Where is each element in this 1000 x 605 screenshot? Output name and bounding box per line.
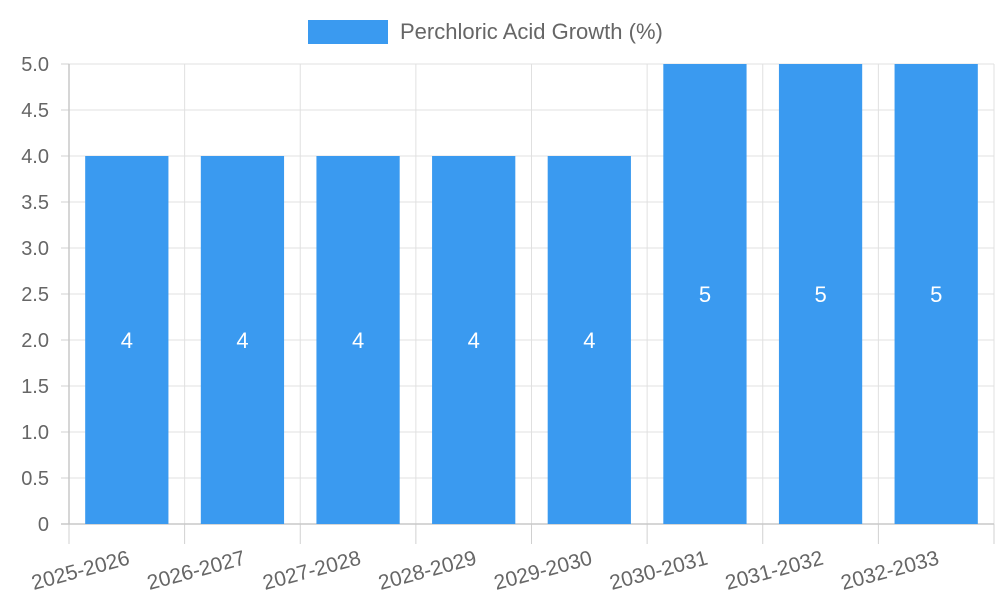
y-tick-label: 2.0: [21, 330, 49, 352]
x-tick-label: 2025-2026: [29, 547, 132, 595]
legend-swatch[interactable]: [308, 20, 388, 44]
x-tick-label: 2031-2032: [723, 547, 826, 595]
bar-value-label: 4: [468, 328, 480, 353]
bar-value-label: 4: [236, 328, 248, 353]
bar-value-label: 4: [352, 328, 364, 353]
bar[interactable]: [432, 156, 516, 524]
bar-value-label: 5: [814, 282, 826, 307]
y-tick-label: 1.0: [21, 422, 49, 444]
x-tick-label: 2028-2029: [376, 547, 479, 595]
y-tick-label: 3.5: [21, 192, 49, 214]
bar[interactable]: [85, 156, 169, 524]
bar[interactable]: [316, 156, 400, 524]
bar-value-label: 4: [583, 328, 595, 353]
bar-value-label: 5: [930, 282, 942, 307]
bars: [85, 64, 978, 524]
bar-value-label: 4: [121, 328, 133, 353]
y-tick-label: 4.0: [21, 146, 49, 168]
x-tick-label: 2029-2030: [492, 547, 595, 595]
y-tick-label: 2.5: [21, 284, 49, 306]
y-tick-label: 4.5: [21, 100, 49, 122]
bar[interactable]: [547, 156, 631, 524]
legend-label[interactable]: Perchloric Acid Growth (%): [400, 19, 663, 44]
y-tick-label: 0: [38, 514, 49, 536]
data-labels: 4 4 4 4 4 5 5 5: [121, 282, 943, 353]
bar[interactable]: [778, 64, 863, 524]
y-tick-label: 0.5: [21, 468, 49, 490]
bar[interactable]: [663, 64, 747, 524]
x-tick-label: 2032-2033: [839, 547, 942, 595]
bar[interactable]: [200, 156, 285, 524]
bar[interactable]: [894, 64, 978, 524]
legend[interactable]: Perchloric Acid Growth (%): [308, 19, 663, 44]
y-tick-label: 3.0: [21, 238, 49, 260]
x-tick-label: 2026-2027: [145, 547, 248, 595]
x-tick-label: 2027-2028: [260, 547, 363, 595]
bar-value-label: 5: [699, 282, 711, 307]
y-tick-label: 1.5: [21, 376, 49, 398]
y-tick-label: 5.0: [21, 54, 49, 76]
x-tick-label: 2030-2031: [607, 547, 710, 595]
